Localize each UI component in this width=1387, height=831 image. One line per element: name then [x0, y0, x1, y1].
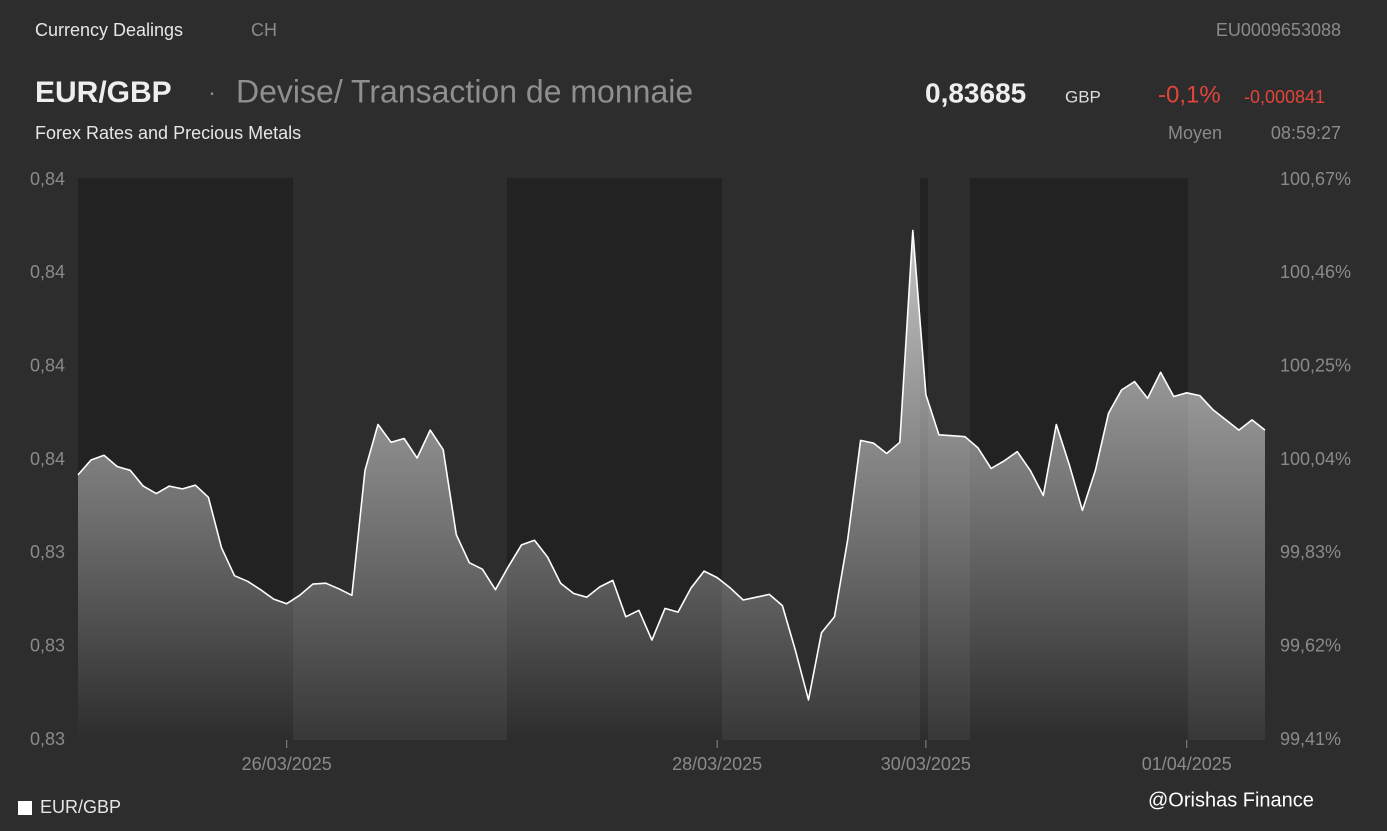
change-percent: -0,1%	[1158, 81, 1221, 108]
legend-swatch	[18, 801, 32, 815]
x-tick-label: 01/04/2025	[1142, 754, 1232, 774]
country-label: CH	[251, 20, 277, 40]
area	[78, 230, 1265, 740]
price-type: Moyen	[1168, 123, 1222, 143]
y2-tick-label: 100,67%	[1280, 169, 1351, 189]
currency: GBP	[1065, 87, 1101, 106]
y2-tick-label: 99,41%	[1280, 729, 1341, 749]
plot: 0,83 0,83 0,83 0,84 0,84 0,84 0,84 99,41% 99,62%…	[18, 169, 1351, 817]
time: 08:59:27	[1271, 123, 1341, 143]
y-tick-label: 0,84	[30, 355, 65, 375]
market-label: Forex Rates and Precious Metals	[35, 123, 301, 143]
x-tick-label: 30/03/2025	[881, 754, 971, 774]
y-tick-label: 0,84	[30, 449, 65, 469]
y2-tick-label: 100,46%	[1280, 262, 1351, 282]
x-tick-label: 28/03/2025	[672, 754, 762, 774]
y-tick-label: 0,83	[30, 635, 65, 655]
symbol: EUR/GBP	[35, 76, 172, 109]
line	[77, 229, 1266, 701]
y2-tick-label: 100,25%	[1280, 355, 1351, 375]
y-tick-label: 0,83	[30, 729, 65, 749]
y-tick-label: 0,84	[30, 169, 65, 189]
y2-tick-label: 99,62%	[1280, 635, 1341, 655]
y-tick-label: 0,84	[30, 262, 65, 282]
y2-tick-label: 99,83%	[1280, 542, 1341, 562]
section-label: Currency Dealings	[35, 20, 183, 40]
change-absolute: -0,000841	[1244, 87, 1325, 107]
watermark: @Orishas Finance	[1148, 789, 1314, 811]
y2-tick-label: 100,04%	[1280, 449, 1351, 469]
isin: EU0009653088	[1216, 20, 1341, 40]
price: 0,83685	[925, 77, 1026, 108]
legend-label: EUR/GBP	[40, 797, 121, 817]
x-tick-label: 26/03/2025	[242, 754, 332, 774]
separator: ·	[208, 79, 216, 106]
instrument-name: Devise/ Transaction de monnaie	[236, 73, 693, 109]
y-tick-label: 0,83	[30, 542, 65, 562]
